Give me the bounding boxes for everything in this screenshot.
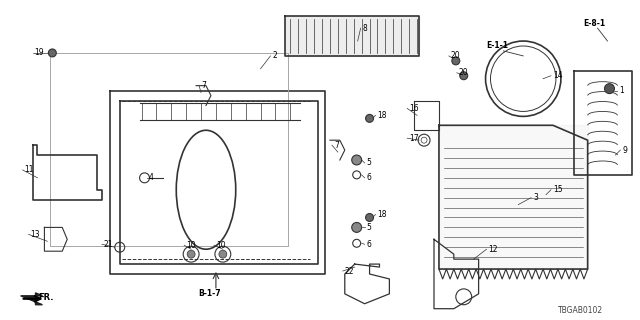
Text: 20: 20 [451,52,460,60]
Text: 18: 18 [378,111,387,120]
Text: 7: 7 [201,81,206,90]
Circle shape [365,114,374,122]
Text: E-1-1: E-1-1 [486,42,509,51]
Text: 18: 18 [378,210,387,219]
Text: E-8-1: E-8-1 [584,19,606,28]
Text: 11: 11 [24,165,34,174]
Circle shape [49,49,56,57]
Text: 8: 8 [363,24,367,33]
Text: 19: 19 [35,48,44,57]
Text: B-1-7: B-1-7 [198,289,221,298]
Text: 1: 1 [620,86,624,95]
Circle shape [352,155,362,165]
Circle shape [352,222,362,232]
Text: 20: 20 [459,68,468,77]
Text: FR.: FR. [38,293,54,302]
Text: 17: 17 [409,134,419,143]
Circle shape [452,57,460,65]
Text: 7: 7 [334,140,339,150]
Text: 14: 14 [553,71,563,80]
Circle shape [605,84,614,93]
Text: 12: 12 [488,245,498,254]
Text: 15: 15 [553,185,563,194]
Text: 6: 6 [367,240,371,249]
Text: 5: 5 [367,223,371,232]
Text: 2: 2 [273,52,277,60]
Text: TBGAB0102: TBGAB0102 [558,306,603,315]
Circle shape [187,250,195,258]
Text: 9: 9 [622,146,627,155]
Polygon shape [20,293,42,305]
Text: 10: 10 [216,241,225,250]
Bar [51,53,288,246]
Text: 22: 22 [345,267,355,276]
Text: 3: 3 [533,193,538,202]
Text: 21: 21 [104,240,113,249]
Circle shape [460,72,468,80]
Text: 13: 13 [31,230,40,239]
Circle shape [219,250,227,258]
Text: 10: 10 [186,241,196,250]
Text: 16: 16 [409,104,419,113]
Text: 6: 6 [367,173,371,182]
Text: 5: 5 [367,158,371,167]
Text: 4: 4 [148,173,154,182]
Circle shape [365,213,374,221]
